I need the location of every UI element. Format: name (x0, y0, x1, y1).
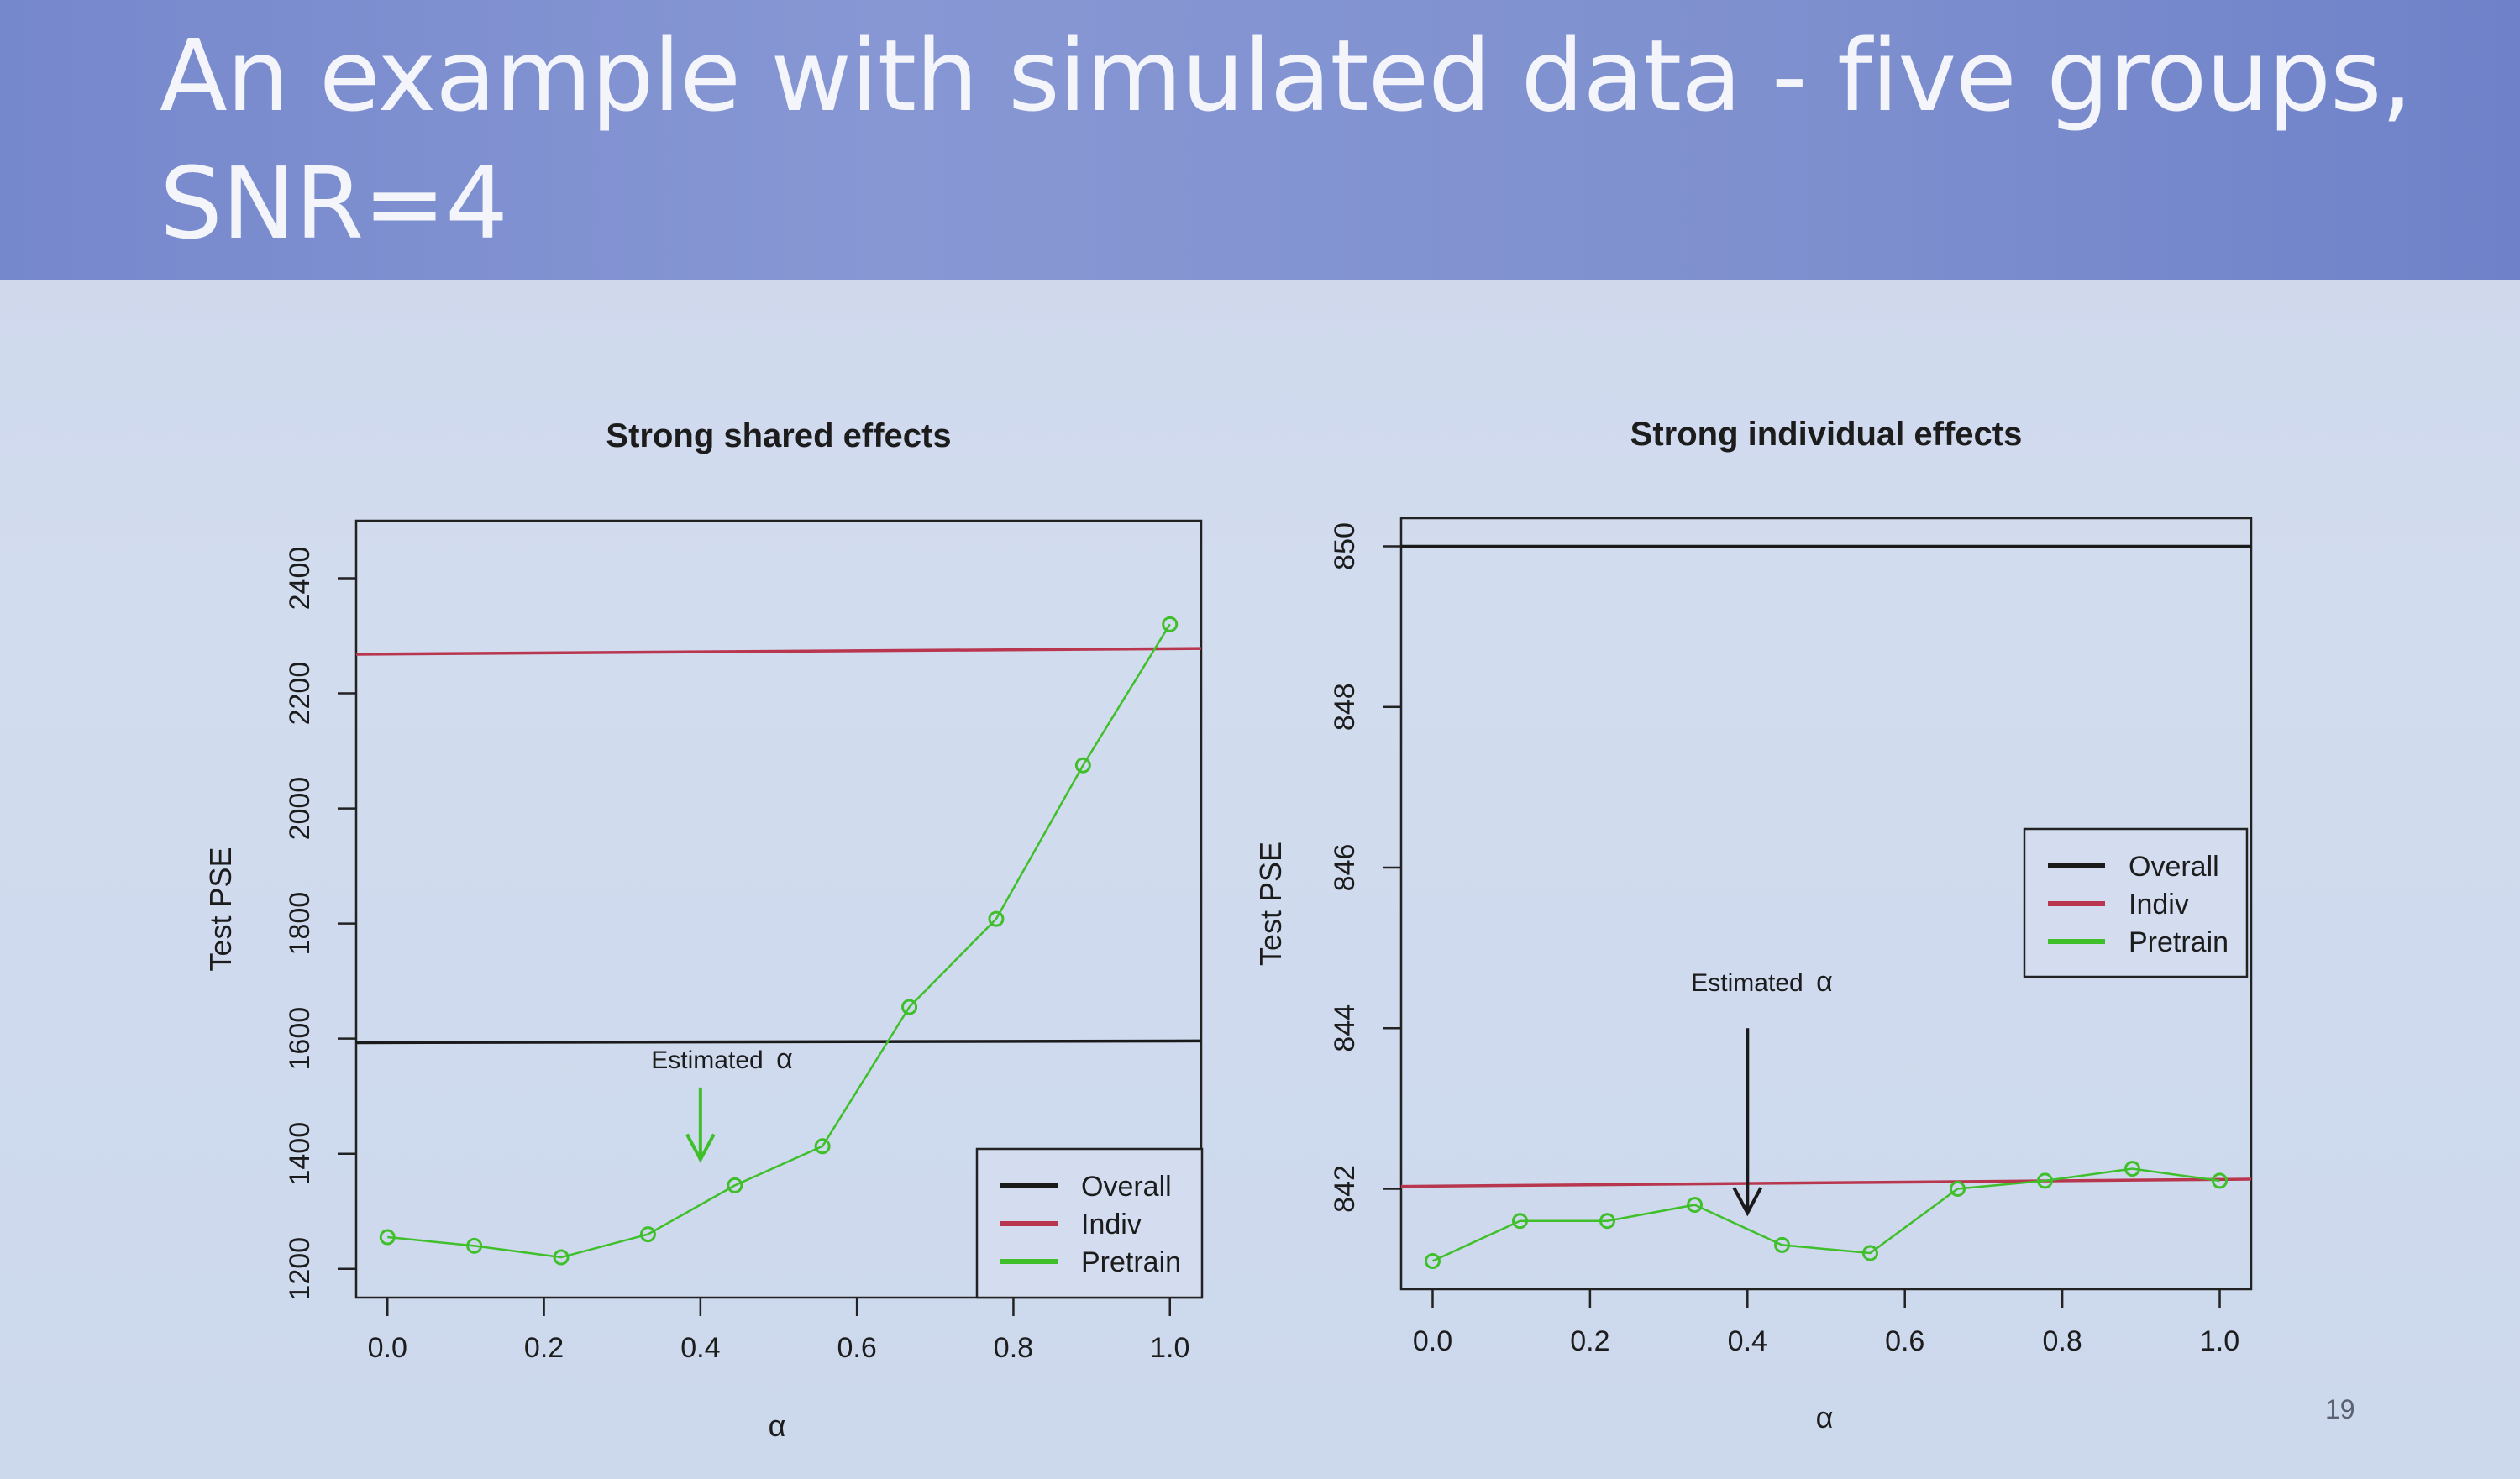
x-tick-label: 0.4 (1728, 1325, 1767, 1357)
series-pretrain-point (988, 910, 1005, 927)
x-tick-label: 1.0 (1150, 1332, 1189, 1364)
x-tick-label: 0.2 (1570, 1325, 1609, 1357)
plot-frame (1399, 517, 2253, 1291)
title-bar (0, 0, 2520, 280)
series-indiv-line (355, 647, 1202, 656)
slide-title: An example with simulated data - five gr… (160, 18, 2412, 261)
series-pretrain-point (379, 1229, 396, 1246)
plot-frame (354, 519, 1203, 1299)
y-tick-label: 2200 (284, 662, 316, 726)
estimated-annotation-symbol: α (1816, 966, 1833, 998)
series-pretrain-point (1162, 616, 1179, 632)
page-number: 19 (2325, 1394, 2355, 1424)
series-pretrain-point (901, 999, 918, 1015)
y-tick-label: 2400 (284, 547, 316, 611)
estimated-arrow-head (685, 1133, 716, 1163)
y-tick-label: 1800 (284, 892, 316, 956)
series-pretrain-point (1861, 1245, 1878, 1261)
y-tick-label: 1200 (284, 1237, 316, 1301)
estimated-annotation-label: Estimated (651, 1046, 763, 1074)
x-tick-label: 0.2 (524, 1332, 564, 1364)
legend-label-pretrain: Pretrain (1081, 1246, 1181, 1278)
x-tick-label: 0.6 (837, 1332, 877, 1364)
y-tick-label: 844 (1329, 1004, 1361, 1052)
estimated-annotation-label: Estimated (1691, 969, 1803, 997)
x-tick-label: 0.0 (1413, 1325, 1452, 1357)
legend-label-overall: Overall (1081, 1171, 1172, 1203)
legend-label-overall: Overall (2129, 851, 2219, 883)
x-tick-label: 0.0 (368, 1332, 407, 1364)
series-overall-line (355, 1039, 1202, 1045)
series-pretrain-point (814, 1138, 831, 1155)
y-tick-label: 2000 (284, 777, 316, 841)
series-pretrain-point (466, 1237, 483, 1254)
y-tick-label: 850 (1329, 522, 1361, 570)
chart-title: Strong shared effects (606, 417, 951, 454)
series-pretrain-point (1687, 1197, 1704, 1214)
series-pretrain-point (727, 1177, 743, 1193)
series-indiv-line (1400, 1177, 2252, 1188)
series-pretrain-point (2124, 1161, 2141, 1177)
series-pretrain-point (2212, 1172, 2229, 1189)
chart-title: Strong individual effects (1630, 416, 2023, 453)
series-pretrain-point (553, 1249, 570, 1266)
y-tick-label: 848 (1329, 683, 1361, 731)
legend-label-indiv: Indiv (2129, 889, 2189, 920)
series-pretrain-point (1949, 1180, 1966, 1197)
x-axis-label: α (769, 1408, 786, 1443)
series-pretrain-point (1511, 1213, 1528, 1230)
x-tick-label: 0.8 (2042, 1325, 2082, 1357)
chart-1: Strong shared effects 0.0 0.2 0.4 0.6 0.8 1.0 α… (203, 417, 1204, 1443)
estimated-arrow-head (1732, 1187, 1763, 1217)
y-tick-label: 1600 (284, 1007, 316, 1071)
y-axis-label: Test PSE (1253, 842, 1288, 966)
series-pretrain-point (639, 1226, 656, 1243)
x-axis-label: α (1816, 1400, 1834, 1434)
y-tick-label: 846 (1329, 844, 1361, 892)
legend-label-indiv: Indiv (1081, 1209, 1142, 1240)
series-pretrain-point (1599, 1213, 1616, 1230)
legend-label-pretrain: Pretrain (2129, 926, 2229, 958)
series-pretrain-line (387, 623, 1171, 1259)
series-pretrain-point (2036, 1172, 2053, 1189)
y-tick-label: 1400 (284, 1122, 316, 1186)
x-tick-label: 1.0 (2200, 1325, 2239, 1357)
x-tick-label: 0.4 (680, 1332, 720, 1364)
y-axis-label: Test PSE (203, 847, 238, 971)
x-tick-label: 0.8 (994, 1332, 1033, 1364)
series-pretrain-point (1424, 1253, 1441, 1270)
series-pretrain-point (1774, 1236, 1791, 1253)
series-pretrain-point (1074, 757, 1091, 774)
chart-2: Strong individual effects 0.0 0.2 0.4 0.6 0.8… (1253, 416, 2253, 1434)
x-tick-label: 0.6 (1885, 1325, 1924, 1357)
estimated-annotation-symbol: α (776, 1043, 793, 1075)
y-tick-label: 842 (1329, 1165, 1361, 1213)
series-pretrain-line (1431, 1167, 2220, 1262)
